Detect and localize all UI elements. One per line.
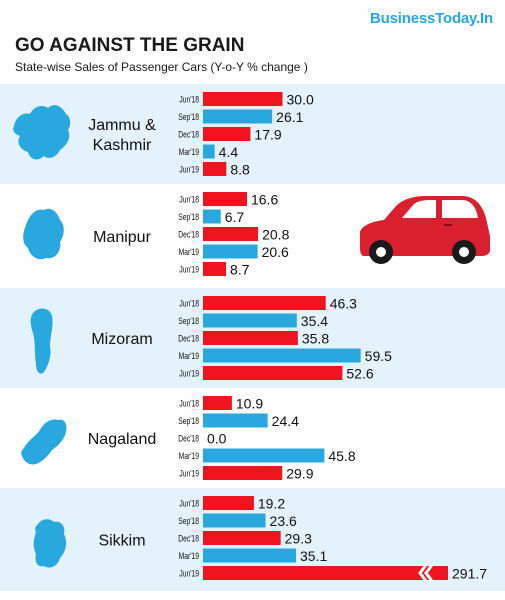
state-label: Manipur xyxy=(93,229,151,246)
bar xyxy=(203,209,221,224)
car-window xyxy=(402,200,436,218)
state-map-icon xyxy=(13,105,71,160)
bar xyxy=(203,109,273,124)
period-label: Jun'18 xyxy=(179,499,199,509)
value-label: 30.0 xyxy=(287,92,314,108)
value-label: 35.8 xyxy=(302,331,329,347)
period-label: Dec'18 xyxy=(178,334,199,344)
state-label: Nagaland xyxy=(88,431,157,448)
value-label: 52.6 xyxy=(346,366,373,382)
bar xyxy=(203,548,297,563)
period-label: Mar'19 xyxy=(179,351,200,361)
bar xyxy=(203,531,281,545)
bar xyxy=(203,513,266,528)
value-label: 26.1 xyxy=(276,109,303,125)
chart-title: GO AGAINST THE GRAIN xyxy=(15,35,245,56)
value-label: 4.4 xyxy=(219,144,239,160)
bar xyxy=(203,127,251,141)
axis-break-mark xyxy=(418,564,428,582)
period-label: Sep'18 xyxy=(178,112,199,122)
bar xyxy=(203,366,343,380)
bar xyxy=(203,227,259,241)
value-label: 17.9 xyxy=(254,127,281,143)
value-label: 46.3 xyxy=(330,296,357,312)
car-hubcap xyxy=(459,247,469,257)
bar xyxy=(203,244,258,259)
period-label: Sep'18 xyxy=(178,212,199,222)
state-map-icon xyxy=(30,308,53,374)
car-hubcap xyxy=(376,247,386,257)
period-label: Jun'19 xyxy=(179,265,199,275)
bar xyxy=(203,331,298,345)
value-label: 6.7 xyxy=(225,209,245,225)
value-label: 20.6 xyxy=(262,244,289,260)
bar xyxy=(203,192,247,206)
state-label: Kashmir xyxy=(93,137,152,154)
period-label: Jun'18 xyxy=(179,95,199,105)
car-icon xyxy=(360,196,490,264)
value-label: 291.7 xyxy=(452,566,487,582)
value-label: 20.8 xyxy=(262,227,289,243)
value-label: 29.9 xyxy=(286,466,313,482)
period-label: Jun'19 xyxy=(179,369,199,379)
value-label: 24.4 xyxy=(272,413,299,429)
state-map-icon xyxy=(21,419,67,465)
period-label: Dec'18 xyxy=(178,434,199,444)
bar xyxy=(203,92,283,106)
value-label: 16.6 xyxy=(251,192,278,208)
value-label: 0.0 xyxy=(207,431,227,447)
period-label: Dec'18 xyxy=(178,130,199,140)
period-label: Sep'18 xyxy=(178,516,199,526)
bar xyxy=(203,144,215,159)
bar xyxy=(203,162,227,176)
value-label: 45.8 xyxy=(328,448,355,464)
period-label: Jun'18 xyxy=(179,399,199,409)
value-label: 35.1 xyxy=(300,548,327,564)
bar xyxy=(203,466,283,480)
period-label: Jun'19 xyxy=(179,569,199,579)
bar xyxy=(203,262,227,276)
period-label: Jun'18 xyxy=(179,195,199,205)
value-label: 8.8 xyxy=(230,162,250,178)
state-label: Sikkim xyxy=(98,533,145,550)
value-label: 59.5 xyxy=(365,348,392,364)
bar xyxy=(203,348,361,363)
brand-logo: BusinessToday.In xyxy=(370,10,493,27)
chart-subtitle: State-wise Sales of Passenger Cars (Y-o-… xyxy=(15,60,308,74)
state-label: Mizoram xyxy=(91,331,152,348)
period-label: Jun'18 xyxy=(179,299,199,309)
bar xyxy=(203,296,326,310)
state-map-icon xyxy=(33,519,67,568)
period-label: Dec'18 xyxy=(178,230,199,240)
period-label: Sep'18 xyxy=(178,316,199,326)
state-label: Jammu & xyxy=(88,117,156,134)
car-window xyxy=(442,200,478,218)
period-label: Jun'19 xyxy=(179,469,199,479)
period-label: Mar'19 xyxy=(179,247,200,257)
bar xyxy=(203,413,268,428)
period-label: Mar'19 xyxy=(179,451,200,461)
value-label: 10.9 xyxy=(236,396,263,412)
period-label: Dec'18 xyxy=(178,534,199,544)
value-label: 8.7 xyxy=(230,262,250,278)
period-label: Jun'19 xyxy=(179,165,199,175)
bar xyxy=(203,496,254,510)
period-label: Mar'19 xyxy=(179,147,200,157)
bar xyxy=(203,566,448,580)
axis-break-mark xyxy=(424,564,434,582)
car-door-handle xyxy=(444,224,452,226)
value-label: 29.3 xyxy=(285,531,312,547)
period-label: Mar'19 xyxy=(179,551,200,561)
bar xyxy=(203,313,297,328)
value-label: 23.6 xyxy=(270,513,297,529)
state-map-icon xyxy=(23,208,64,260)
bar xyxy=(203,448,325,463)
value-label: 35.4 xyxy=(301,313,328,329)
bar xyxy=(203,396,232,410)
value-label: 19.2 xyxy=(258,496,285,512)
period-label: Sep'18 xyxy=(178,416,199,426)
